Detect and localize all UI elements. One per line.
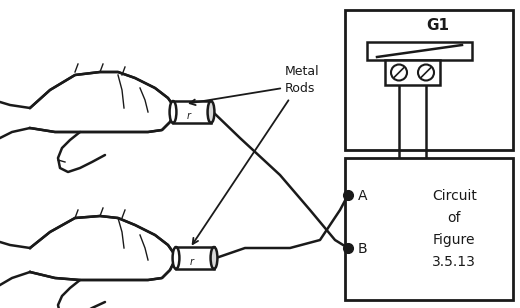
Ellipse shape xyxy=(211,247,217,269)
Text: Circuit
of
Figure
3.5.13: Circuit of Figure 3.5.13 xyxy=(432,189,477,269)
Text: Metal
Rods: Metal Rods xyxy=(285,65,320,95)
Circle shape xyxy=(391,64,407,80)
Ellipse shape xyxy=(170,101,176,123)
Bar xyxy=(176,247,214,269)
Text: r: r xyxy=(190,257,194,267)
Polygon shape xyxy=(30,216,175,280)
Polygon shape xyxy=(58,132,105,172)
Text: r: r xyxy=(187,111,191,121)
Text: A: A xyxy=(358,189,368,203)
Bar xyxy=(173,101,211,123)
Ellipse shape xyxy=(207,101,214,123)
Polygon shape xyxy=(58,280,105,308)
Bar xyxy=(345,158,513,300)
Bar xyxy=(385,60,440,85)
Bar xyxy=(345,10,513,150)
Bar xyxy=(367,42,472,60)
Polygon shape xyxy=(30,72,175,132)
Circle shape xyxy=(418,64,434,80)
Text: B: B xyxy=(358,242,368,256)
Text: G1: G1 xyxy=(426,18,449,33)
Ellipse shape xyxy=(173,247,179,269)
